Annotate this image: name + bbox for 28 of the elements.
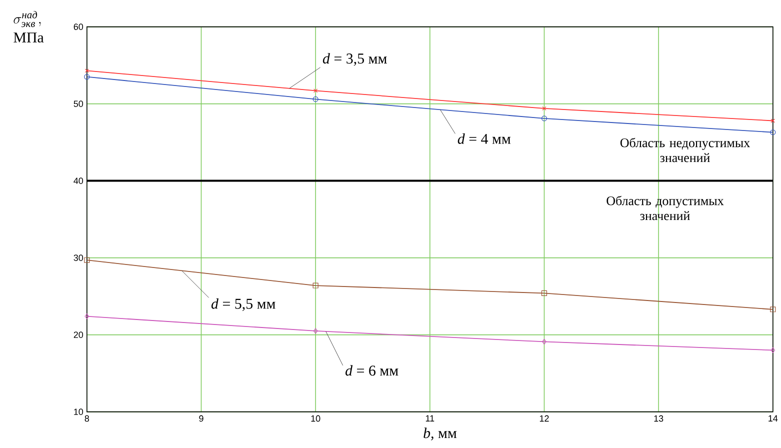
text: d = 6 мм xyxy=(346,365,398,376)
y-tick-label: 30 xyxy=(74,254,84,261)
point xyxy=(770,306,776,312)
y-tick-label: 60 xyxy=(74,24,84,30)
y-tick-label: 20 xyxy=(74,332,84,338)
point xyxy=(541,116,548,122)
point xyxy=(541,290,548,296)
y-tick-label: 40 xyxy=(74,178,84,184)
x-tick-label: 11 xyxy=(426,415,434,422)
x-tick-label: 10 xyxy=(311,415,320,422)
series-label: d = 3,5 мм xyxy=(322,53,387,66)
x-axis-title: b, мм xyxy=(424,428,457,440)
x-tick-label: 8 xyxy=(84,415,90,422)
point xyxy=(313,328,318,334)
x-tick-label: 12 xyxy=(540,415,549,422)
y-tick-label: 50 xyxy=(74,100,84,107)
y-axis-title: $\begin{array}{l}\sigma^{\mathit{над}}_{\mathit{экв}},\\ \mathrm{МПа}\end{array}$ xyxy=(14,10,44,43)
x-tick-label: 14 xyxy=(768,415,778,422)
series-label: d = 4 мм xyxy=(458,133,511,144)
x-tick-label: 9 xyxy=(199,415,204,422)
point xyxy=(314,88,318,93)
series-label: d = 5,5 мм xyxy=(211,298,276,311)
point xyxy=(312,96,318,102)
x-tick-label: 13 xyxy=(654,415,664,422)
point xyxy=(312,282,318,288)
y-tick-label: 10 xyxy=(74,408,84,415)
point xyxy=(84,257,90,263)
point xyxy=(542,106,546,110)
